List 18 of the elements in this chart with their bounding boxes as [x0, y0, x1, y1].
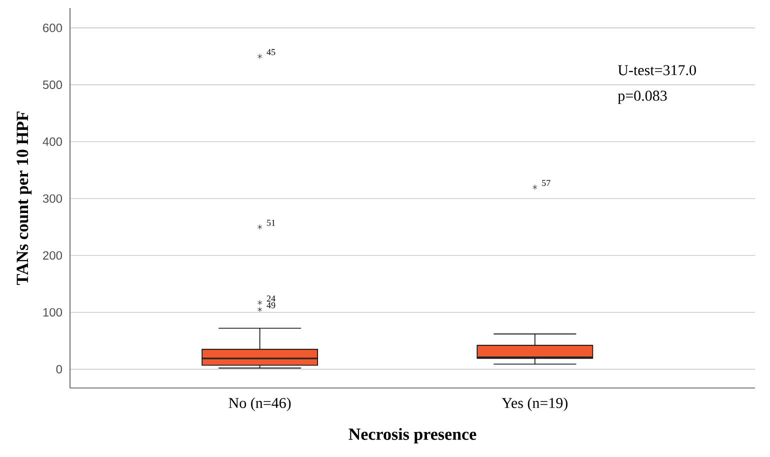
annotation: 49	[266, 302, 276, 308]
y-tick-label: 0	[56, 364, 62, 374]
y-tick-label: 400	[42, 137, 62, 146]
x-axis-title: Necrosis presence	[348, 428, 476, 444]
y-tick-label: 200	[43, 251, 62, 260]
annotation: 45	[266, 49, 276, 56]
y-tick-label: 600	[43, 24, 62, 32]
y-tick-label: 100	[43, 308, 62, 317]
annotation: p=0.083	[618, 90, 667, 104]
y-tick-label: 500	[42, 80, 62, 90]
x-tick-label: Yes (n=19)	[502, 398, 568, 412]
x-tick-label: No (n=46)	[228, 398, 291, 412]
annotation: 57	[542, 180, 550, 186]
annotation: 51	[267, 220, 275, 226]
annotation: U-test=317.0	[618, 65, 696, 76]
y-axis-title: TANs count per 10 HPF	[16, 112, 32, 285]
annotation: 24	[266, 296, 276, 302]
y-tick-label: 300	[42, 194, 62, 203]
